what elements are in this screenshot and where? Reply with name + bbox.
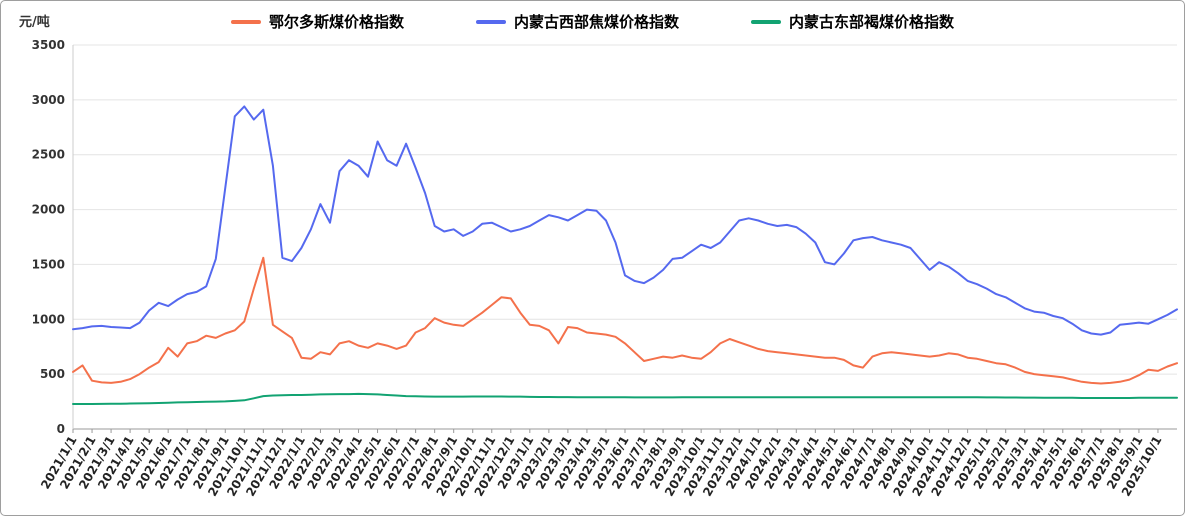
y-tick-label: 1500 <box>32 257 65 271</box>
legend-line-marker <box>475 19 506 24</box>
legend-label: 内蒙古西部焦煤价格指数 <box>513 13 679 31</box>
y-tick-label: 0 <box>57 422 65 436</box>
series-line-2 <box>72 392 1178 405</box>
legend-line-marker <box>230 19 261 24</box>
legend-item-east-inner-mongolia-lignite-index[interactable]: 内蒙古东部褐煤价格指数 <box>751 11 954 32</box>
y-tick-label: 2000 <box>32 203 65 217</box>
y-tick-label: 3500 <box>32 38 65 52</box>
y-tick-label: 1000 <box>32 312 65 326</box>
legend-item-ordos-coal-index[interactable]: 鄂尔多斯煤价格指数 <box>230 11 404 32</box>
chart-legend: 鄂尔多斯煤价格指数 内蒙古西部焦煤价格指数 内蒙古东部褐煤价格指数 <box>1 11 1184 32</box>
legend-item-west-inner-mongolia-coking-coal-index[interactable]: 内蒙古西部焦煤价格指数 <box>475 11 679 32</box>
y-tick-label: 3000 <box>32 93 65 107</box>
y-tick-label: 500 <box>40 367 65 381</box>
legend-label: 内蒙古东部褐煤价格指数 <box>789 13 955 31</box>
legend-label: 鄂尔多斯煤价格指数 <box>268 13 404 31</box>
legend-line-marker <box>751 19 781 24</box>
y-tick-label: 2500 <box>32 148 65 162</box>
series-line-1 <box>72 105 1178 336</box>
y-axis-unit-label: 元/吨 <box>19 15 50 30</box>
series-line-0 <box>72 256 1178 385</box>
